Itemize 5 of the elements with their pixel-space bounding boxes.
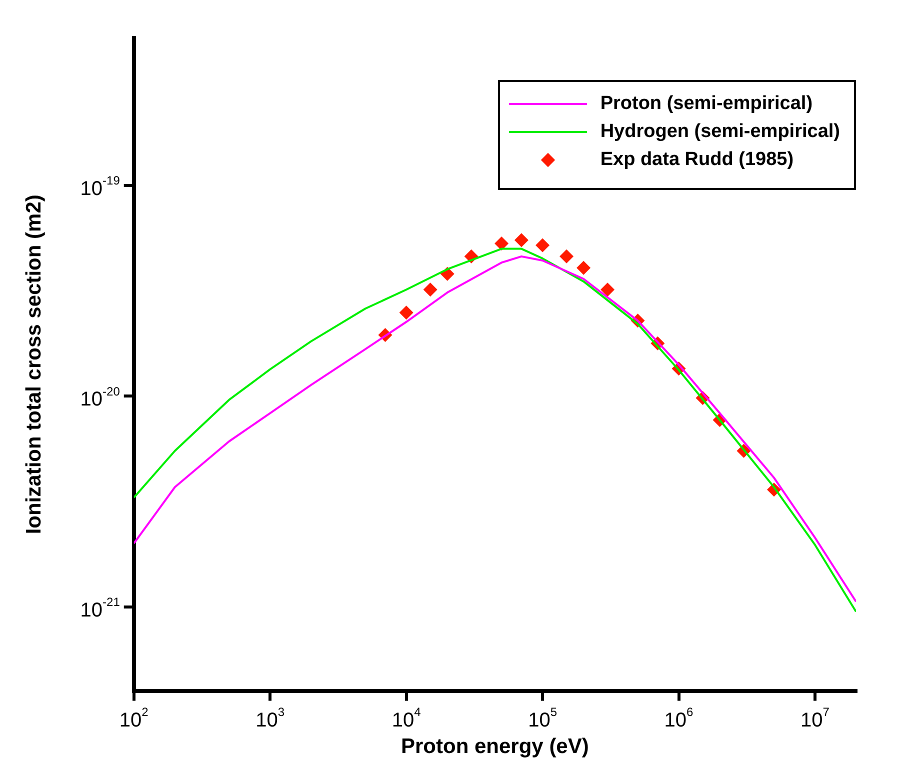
- legend-label: Hydrogen (semi-empirical): [600, 121, 840, 143]
- legend-label: Exp data Rudd (1985): [600, 149, 794, 171]
- x-axis-title: Proton energy (eV): [401, 735, 589, 758]
- legend-label: Proton (semi-empirical): [600, 93, 813, 115]
- y-axis-title: Ionization total cross section (m2): [22, 194, 46, 534]
